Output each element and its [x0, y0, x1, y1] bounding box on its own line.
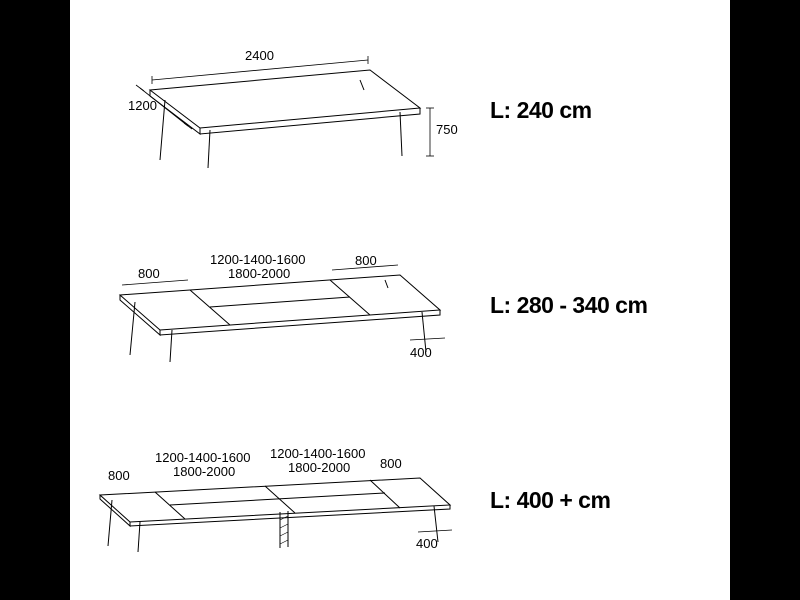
dim3-800r: 800 — [380, 456, 402, 471]
dim3-mid2-top: 1200-1400-1600 — [270, 446, 365, 461]
dim2-800r: 800 — [355, 253, 377, 268]
left-sidebar — [0, 0, 70, 600]
label-400plus: L: 400 + cm — [490, 487, 610, 514]
label-area-240: L: 240 cm — [490, 30, 720, 190]
right-sidebar — [730, 0, 800, 600]
row-table-280-340: 800 1200-1400-1600 1800-2000 800 400 L: … — [70, 220, 730, 390]
label-240: L: 240 cm — [490, 97, 592, 124]
label-area-400plus: L: 400 + cm — [490, 420, 720, 580]
dim2-mid-top: 1200-1400-1600 — [210, 252, 305, 267]
dim2-400: 400 — [410, 345, 432, 360]
label-280-340: L: 280 - 340 cm — [490, 292, 647, 319]
row-table-400plus: 800 1200-1400-1600 1800-2000 1200-1400-1… — [70, 420, 730, 580]
table-400plus-svg — [80, 420, 470, 580]
dim3-mid2-bot: 1800-2000 — [288, 460, 350, 475]
dim-750: 750 — [436, 122, 458, 137]
dim-2400: 2400 — [245, 48, 274, 63]
dim2-mid-bot: 1800-2000 — [228, 266, 290, 281]
content-area: 2400 1200 750 L: 240 cm — [70, 0, 730, 600]
dim3-mid1-bot: 1800-2000 — [173, 464, 235, 479]
row-table-240: 2400 1200 750 L: 240 cm — [70, 30, 730, 190]
label-area-280-340: L: 280 - 340 cm — [490, 220, 720, 390]
dim-1200: 1200 — [128, 98, 157, 113]
diagram-400plus: 800 1200-1400-1600 1800-2000 1200-1400-1… — [80, 420, 470, 580]
diagram-240: 2400 1200 750 — [80, 30, 470, 190]
dim3-800l: 800 — [108, 468, 130, 483]
dim3-400: 400 — [416, 536, 438, 551]
dim2-800l: 800 — [138, 266, 160, 281]
dim3-mid1-top: 1200-1400-1600 — [155, 450, 250, 465]
diagram-280-340: 800 1200-1400-1600 1800-2000 800 400 — [80, 220, 470, 390]
table-280-340-svg — [80, 220, 470, 390]
